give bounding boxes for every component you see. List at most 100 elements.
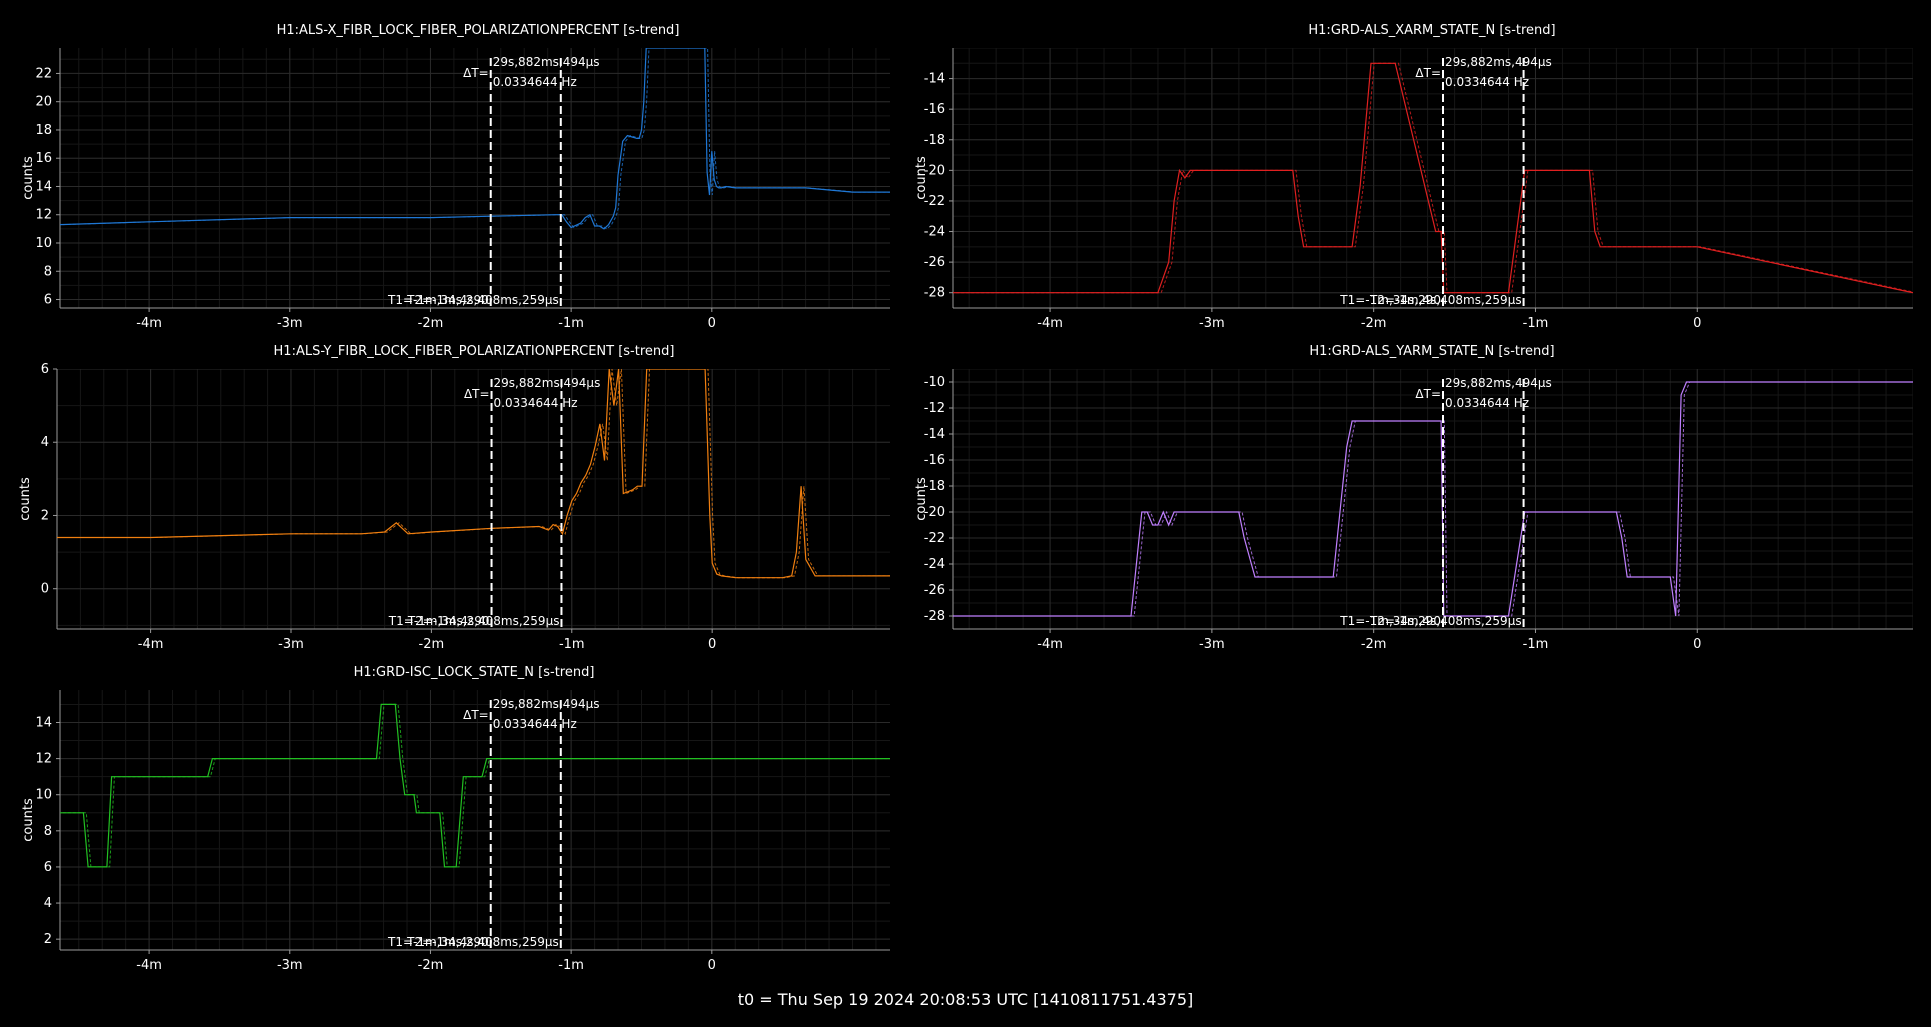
y-tick-label: -24	[924, 557, 945, 572]
series-mean-line	[60, 48, 890, 230]
x-tick-label: -4m	[138, 637, 164, 652]
y-axis-label: counts	[21, 798, 36, 842]
y-tick-label: 2	[41, 508, 49, 523]
plot-title: H1:GRD-ISC_LOCK_STATE_N [s-trend]	[354, 665, 595, 680]
y-tick-label: 22	[35, 66, 52, 81]
y-tick-label: -20	[924, 163, 945, 178]
plot-title: H1:GRD-ALS_XARM_STATE_N [s-trend]	[1308, 23, 1555, 38]
cursor-delta-label: ΔT=	[1415, 387, 1441, 401]
x-tick-label: 0	[708, 637, 716, 652]
cursor-frequency: 0.0334644 Hz	[493, 717, 577, 731]
y-tick-label: 10	[35, 236, 52, 251]
y-tick-label: 14	[35, 179, 52, 194]
cursor-t2-label: T2=-1m,4s,408ms,259µs	[406, 293, 559, 307]
cursor-t1-label: T1=-1m,34s,290	[388, 614, 490, 628]
plot-panel-4: -4m -3m -2m -1m 0 -10 -12 -14 -16 -18 -20 -22 -24 -26…	[914, 344, 1913, 652]
y-axis-label: counts	[21, 156, 36, 200]
y-tick-label: 14	[35, 716, 52, 731]
y-tick-label: -16	[924, 102, 945, 117]
y-tick-label: 6	[44, 293, 52, 308]
x-tick-label: -2m	[1361, 316, 1387, 331]
cursor-t2-label: T2=-1m,4s,408ms,259µs	[1369, 614, 1522, 628]
x-tick-label: -4m	[1037, 316, 1063, 331]
x-tick-label: -1m	[1523, 316, 1549, 331]
cursor-t1-label: T1=-1m,34s,290	[387, 293, 489, 307]
y-tick-label: -12	[924, 401, 945, 416]
cursor-delta-label: ΔT=	[1415, 66, 1441, 80]
x-tick-label: -1m	[559, 637, 585, 652]
y-tick-label: -22	[924, 194, 945, 209]
x-tick-label: -2m	[1361, 637, 1387, 652]
plot-title: H1:ALS-X_FIBR_LOCK_FIBER_POLARIZATIONPER…	[277, 23, 680, 38]
series-trace	[60, 703, 890, 868]
y-tick-label: 18	[35, 123, 52, 138]
plot-panel-2: -4m -3m -2m -1m 0 -14 -16 -18 -20 -22 -24 -26 -28 H1:…	[914, 23, 1913, 331]
cursor-t2-label: T2=-1m,4s,408ms,259µs	[407, 614, 560, 628]
y-tick-label: 10	[35, 788, 52, 803]
series-minmax-line	[956, 62, 1913, 294]
x-tick-label: 0	[708, 316, 716, 331]
cursor-delta-value: 29s,882ms,494µs	[494, 376, 601, 390]
cursor-t2-label: T2=-1m,4s,408ms,259µs	[406, 935, 559, 949]
series-trace	[60, 48, 890, 230]
x-tick-label: -3m	[278, 637, 304, 652]
x-tick-label: -2m	[418, 958, 444, 973]
plot-panel-5: -4m -3m -2m -1m 0 2 4 6 8 10 12 14 H1:GRD-ISC_LOCK_S…	[21, 665, 890, 973]
y-tick-label: -24	[924, 225, 945, 240]
time-origin-label: t0 = Thu Sep 19 2024 20:08:53 UTC [14108…	[737, 990, 1194, 1009]
plot-panel-3: -4m -3m -2m -1m 0 0 2 4 6 H1:ALS-Y_FIBR_LOCK_FIBE…	[18, 344, 890, 652]
y-tick-label: -26	[924, 255, 945, 270]
y-tick-label: -28	[924, 609, 945, 624]
x-tick-label: -4m	[1037, 637, 1063, 652]
y-tick-label: -16	[924, 453, 945, 468]
y-tick-label: -28	[924, 286, 945, 301]
y-tick-label: 6	[44, 860, 52, 875]
y-tick-label: 8	[44, 264, 52, 279]
y-tick-label: -26	[924, 583, 945, 598]
cursor-frequency: 0.0334644 Hz	[494, 396, 578, 410]
cursor-t2-label: T2=-1m,4s,408ms,259µs	[1369, 293, 1522, 307]
grid	[60, 690, 890, 950]
plot-title: H1:ALS-Y_FIBR_LOCK_FIBER_POLARIZATIONPER…	[274, 344, 675, 359]
x-tick-label: 0	[1693, 316, 1701, 331]
x-tick-label: -3m	[1199, 316, 1225, 331]
series-mean-line	[953, 62, 1913, 294]
grid	[953, 369, 1913, 629]
plot-title: H1:GRD-ALS_YARM_STATE_N [s-trend]	[1309, 344, 1554, 359]
y-tick-label: -14	[924, 72, 945, 87]
x-tick-label: -3m	[277, 316, 303, 331]
x-tick-label: 0	[708, 958, 716, 973]
x-tick-label: 0	[1693, 637, 1701, 652]
y-tick-label: 12	[35, 752, 52, 767]
cursor-frequency: 0.0334644 Hz	[493, 75, 577, 89]
grid	[953, 48, 1913, 308]
x-tick-label: -3m	[1199, 637, 1225, 652]
y-axis-label: counts	[914, 477, 929, 521]
cursor-t1-label: T1=-1m,34s,290	[1339, 293, 1441, 307]
cursor-delta-value: 29s,882ms,494µs	[1445, 55, 1552, 69]
y-tick-label: 0	[41, 582, 49, 597]
y-axis-label: counts	[18, 477, 33, 521]
cursor-t1-label: T1=-1m,34s,290	[387, 935, 489, 949]
y-tick-label: 2	[44, 932, 52, 947]
cursor-frequency: 0.0334644 Hz	[1445, 396, 1529, 410]
y-axis-label: counts	[914, 156, 929, 200]
series-mean-line	[60, 703, 890, 868]
x-tick-label: -1m	[558, 958, 584, 973]
grid	[57, 369, 890, 629]
x-tick-label: -1m	[1523, 637, 1549, 652]
y-tick-label: -14	[924, 427, 945, 442]
cursor-delta-value: 29s,882ms,494µs	[493, 55, 600, 69]
cursor-frequency: 0.0334644 Hz	[1445, 75, 1529, 89]
plot-panel-1: -4m -3m -2m -1m 0 6 8 10 12 14 16 18 20 22 H1:ALS-X_FI…	[21, 23, 890, 331]
y-tick-label: 16	[35, 151, 52, 166]
series-minmax-line	[62, 48, 890, 230]
y-tick-label: -10	[924, 375, 945, 390]
cursor-delta-label: ΔT=	[463, 66, 489, 80]
y-tick-label: -18	[924, 479, 945, 494]
cursor-t1-label: T1=-1m,34s,290	[1339, 614, 1441, 628]
cursor-delta-value: 29s,882ms,494µs	[1445, 376, 1552, 390]
y-tick-label: 8	[44, 824, 52, 839]
x-tick-label: -3m	[277, 958, 303, 973]
